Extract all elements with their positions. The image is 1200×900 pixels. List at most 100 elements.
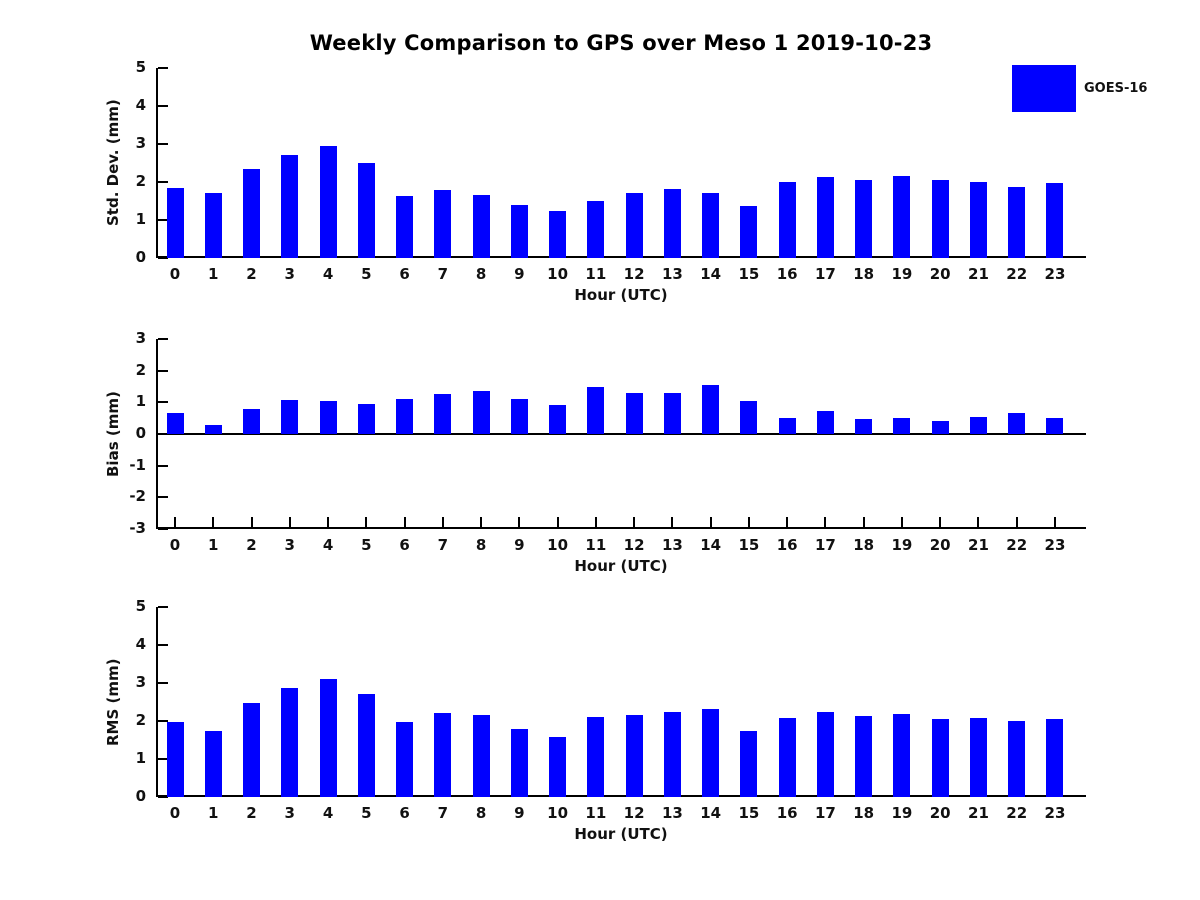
bar-hour-13 — [663, 711, 681, 797]
bar-hour-15 — [740, 731, 758, 797]
x-tick-label: 12 — [623, 804, 645, 822]
bar-hour-17 — [816, 711, 834, 797]
x-tick-label: 13 — [661, 265, 683, 283]
x-tick — [480, 517, 483, 527]
x-tick-label: 22 — [1006, 804, 1028, 822]
x-tick-label: 2 — [246, 265, 257, 283]
x-tick — [709, 517, 712, 527]
bar-hour-10 — [549, 404, 567, 434]
x-tick — [939, 517, 942, 527]
y-tick — [158, 606, 168, 608]
legend: GOES-16 — [1012, 65, 1147, 112]
plot-area-bias: -3 -2 -1 0 1 2 3 0 1 2 3 4 5 6 7 8 9 10 11 12 13 14 15 16 17 18 19… — [129, 329, 1086, 554]
x-tick-label: 11 — [585, 265, 607, 283]
y-tick-label: 5 — [135, 58, 146, 76]
y-tick — [158, 219, 168, 221]
x-tick-label: 17 — [814, 265, 836, 283]
bar-hour-1 — [204, 193, 222, 258]
bar-hour-22 — [1008, 186, 1026, 258]
y-tick — [158, 496, 168, 499]
y-tick — [158, 682, 168, 684]
x-tick — [977, 517, 980, 527]
y-tick-label: -2 — [129, 487, 146, 506]
x-tick-label: 21 — [968, 804, 989, 822]
y-tick-label: 2 — [135, 360, 146, 379]
x-tick-label: 1 — [208, 265, 219, 283]
x-tick-label: 21 — [968, 265, 989, 283]
y-tick-label: 0 — [135, 424, 146, 442]
bar-hour-2 — [243, 409, 261, 434]
x-tick-label: 3 — [284, 265, 295, 283]
bar-hour-17 — [816, 176, 834, 258]
x-tick-label: 11 — [585, 804, 607, 822]
bar-hour-14 — [702, 709, 720, 797]
y-tick — [158, 257, 168, 259]
x-tick-label: 20 — [929, 536, 951, 554]
y-tick — [158, 528, 168, 530]
x-tick-label: 17 — [814, 536, 836, 554]
bar-hour-7 — [434, 394, 452, 434]
plot-area-std-dev: 0 1 2 3 4 5 0 1 2 3 4 5 6 7 8 9 10 11 12 13 14 15 16 17 18 19 20 21… — [136, 58, 1086, 283]
y-tick-label: 3 — [135, 673, 146, 691]
x-axis-label-std-dev: Hour (UTC) — [574, 286, 668, 304]
x-tick-label: 20 — [929, 804, 951, 822]
bar-hour-9 — [510, 729, 528, 797]
y-tick — [158, 338, 168, 340]
x-tick-label: 2 — [246, 804, 257, 822]
bar-hour-4 — [319, 401, 337, 434]
bar-hour-20 — [931, 180, 949, 258]
bar-hour-11 — [587, 201, 605, 258]
x-tick — [786, 517, 789, 527]
bar-hour-21 — [969, 181, 987, 258]
bar-hour-21 — [969, 416, 987, 434]
bar-hour-15 — [740, 205, 758, 258]
bar-hour-22 — [1008, 413, 1026, 434]
x-tick-label: 18 — [853, 536, 875, 554]
x-tick-label: 18 — [853, 804, 875, 822]
bar-hour-18 — [855, 419, 873, 434]
x-tick-label: 9 — [514, 804, 525, 822]
x-tick-label: 21 — [968, 536, 989, 554]
y-tick-label: 3 — [135, 134, 146, 152]
x-tick-label: 8 — [475, 804, 487, 822]
x-tick-label: 1 — [208, 804, 219, 822]
bar-hour-0 — [166, 413, 184, 434]
y-tick — [158, 720, 168, 722]
bar-hour-15 — [740, 401, 758, 434]
y-tick — [158, 369, 168, 372]
bar-hour-21 — [969, 718, 987, 797]
bar-hour-11 — [587, 717, 605, 797]
bar-hour-12 — [625, 392, 643, 434]
x-tick-label: 8 — [475, 536, 487, 554]
x-axis-label-rms: Hour (UTC) — [574, 825, 668, 843]
x-tick-label: 14 — [700, 536, 722, 554]
x-tick-label: 9 — [514, 265, 525, 283]
x-tick — [633, 517, 636, 527]
bar-hour-10 — [549, 736, 567, 797]
x-tick-label: 7 — [437, 536, 449, 554]
bar-hour-16 — [778, 418, 796, 434]
x-tick-label: 16 — [776, 265, 798, 283]
bar-hour-19 — [893, 176, 911, 258]
x-tick — [518, 517, 521, 527]
bar-hour-13 — [663, 188, 681, 258]
y-tick-label: 5 — [135, 597, 146, 615]
bar-hour-9 — [510, 399, 528, 434]
bar-hour-1 — [204, 425, 222, 434]
bar-hour-5 — [357, 403, 375, 434]
y-tick-label: -3 — [129, 519, 146, 537]
x-tick-label: 4 — [322, 536, 334, 554]
y-tick-label: 3 — [135, 329, 146, 347]
y-tick — [158, 67, 168, 69]
x-tick-label: 23 — [1044, 265, 1066, 283]
y-tick-label: 0 — [135, 787, 146, 805]
x-tick — [824, 517, 827, 527]
y-tick — [158, 105, 168, 107]
x-tick-label: 7 — [437, 265, 449, 283]
x-tick-label: 1 — [208, 536, 219, 554]
y-tick-label: 1 — [135, 392, 146, 411]
x-tick — [747, 517, 750, 527]
x-tick-label: 16 — [776, 536, 798, 554]
x-tick — [212, 517, 215, 527]
